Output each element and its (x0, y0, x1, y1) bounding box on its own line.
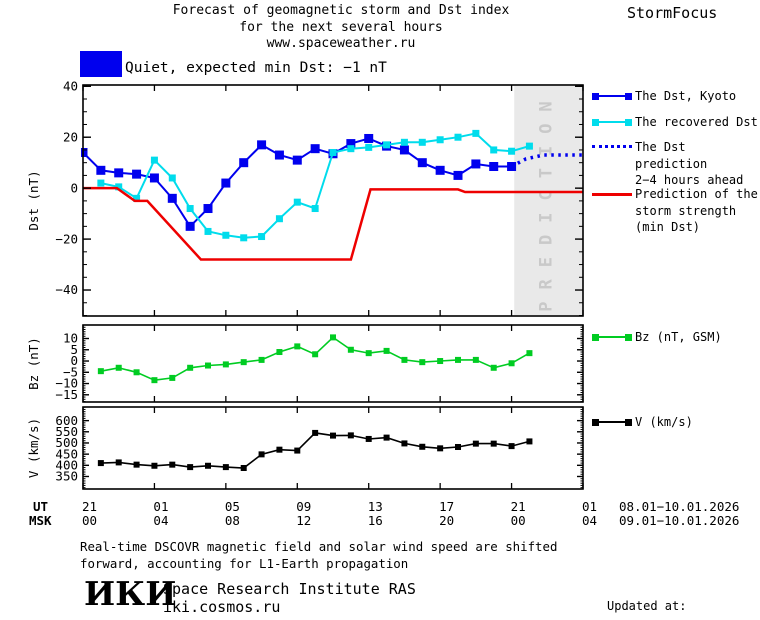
ytick-label: 0 (70, 180, 78, 195)
institute-name: Space Research Institute RAS (163, 580, 416, 598)
ytick-label: −40 (55, 282, 78, 297)
legend-item-dst-prediction: The Dst prediction 2−4 hours ahead (592, 139, 760, 189)
ylabel-bz: Bz (nT) (26, 337, 41, 390)
prediction-band-label: PREDICTION (536, 89, 556, 311)
bz-swatch-icon (592, 332, 632, 343)
xtick-ut: 09 (296, 499, 311, 514)
ytick-label: 10 (63, 331, 78, 346)
ytick-label: 40 (63, 78, 78, 93)
xtick-msk: 12 (296, 513, 311, 528)
ut-date-range: 08.01−10.01.2026 (619, 499, 739, 514)
ylabel-dst: Dst (nT) (26, 170, 41, 230)
xtick-msk: 08 (225, 513, 240, 528)
legend-item-recovered-dst: The recovered Dst (592, 114, 760, 131)
footer-note-line2: forward, accounting for L1-Earth propaga… (80, 556, 409, 571)
xtick-ut: 01 (153, 499, 168, 514)
v-swatch-icon (592, 417, 632, 428)
ytick-label: 0 (70, 353, 78, 368)
series-dst-kyoto (82, 137, 512, 228)
legend-label: The Dst prediction 2−4 hours ahead (635, 140, 744, 187)
legend-item-v: V (km/s) (592, 414, 760, 431)
series-bz-gsm (100, 336, 530, 382)
legend-label: Prediction of the storm strength (min Ds… (635, 187, 758, 234)
ytick-label: 400 (55, 458, 78, 473)
ytick-label: 450 (55, 446, 78, 461)
chart-title: Forecast of geomagnetic storm and Dst in… (141, 3, 541, 53)
ylabel-v: V (km/s) (26, 418, 41, 478)
ytick-label: 350 (55, 469, 78, 484)
quiet-status-label: Quiet, expected min Dst: −1 nT (125, 60, 387, 76)
xtick-ut: 17 (439, 499, 454, 514)
ytick-label: 550 (55, 424, 78, 439)
xtick-msk: 00 (82, 513, 97, 528)
ytick-label: 500 (55, 435, 78, 450)
xtick-msk: 16 (368, 513, 383, 528)
xtick-ut: 21 (511, 499, 526, 514)
ytick-label: −15 (55, 387, 78, 402)
xtick-ut: 01 (582, 499, 597, 514)
institute-website: iki.cosmos.ru (163, 598, 281, 616)
xtick-ut: 05 (225, 499, 240, 514)
title-line-3-website: www.spaceweather.ru (266, 36, 416, 51)
series-storm-strength-prediction (83, 186, 583, 261)
recovered-dst-swatch-icon (592, 117, 632, 128)
iki-logo: ИКИ (84, 574, 177, 613)
quiet-status-swatch (80, 51, 122, 77)
xtick-msk: 04 (582, 513, 597, 528)
legend-label: V (km/s) (635, 415, 693, 429)
legend-label: Bz (nT, GSM) (635, 330, 722, 344)
ytick-label: −20 (55, 231, 78, 246)
dst-kyoto-swatch-icon (592, 91, 632, 102)
title-line-2: for the next several hours (239, 19, 443, 35)
msk-date-range: 09.01−10.01.2026 (619, 513, 739, 528)
brand-stormfocus: StormFocus (627, 4, 718, 22)
ytick-label: 5 (70, 342, 78, 357)
xtick-msk: 20 (439, 513, 454, 528)
ytick-label: 600 (55, 413, 78, 428)
panel-frame-v (82, 406, 584, 490)
legend-label: The recovered Dst (635, 115, 758, 129)
legend-item-storm-strength: Prediction of the storm strength (min Ds… (592, 186, 760, 236)
xtick-msk: 04 (153, 513, 168, 528)
ut-row-label: UT (33, 499, 48, 514)
msk-row-label: MSK (29, 513, 52, 528)
updated-title: Updated at: (607, 599, 687, 613)
series-dst-prediction (510, 153, 583, 169)
legend-label: The Dst, Kyoto (635, 89, 737, 103)
legend-item-dst-kyoto: The Dst, Kyoto (592, 88, 760, 105)
xtick-ut: 13 (368, 499, 383, 514)
xtick-ut: 21 (82, 499, 97, 514)
xtick-msk: 00 (511, 513, 526, 528)
panel-frame-dst (82, 84, 584, 317)
ytick-label: 20 (63, 129, 78, 144)
footer-note-line1: Real-time DSCOVR magnetic field and sola… (80, 539, 558, 554)
ytick-label: −5 (63, 364, 78, 379)
series-solar-wind-speed (100, 432, 530, 469)
prediction-band (514, 86, 583, 315)
ytick-label: −10 (55, 376, 78, 391)
updated-at-block: Updated at: UT 21:05, 09.01.2026 MSK 00:… (607, 566, 759, 620)
legend-item-bz: Bz (nT, GSM) (592, 329, 760, 346)
panel-dst: PREDICTION 40 20 0 −20 −40 Dst (nT) (26, 78, 584, 317)
title-line-1: Forecast of geomagnetic storm and Dst in… (172, 3, 510, 18)
x-axis-labels: UTMSK2100010405080912131617202100010408.… (29, 499, 739, 528)
storm-strength-swatch-icon (592, 189, 632, 200)
dst-prediction-swatch-icon (592, 142, 632, 153)
